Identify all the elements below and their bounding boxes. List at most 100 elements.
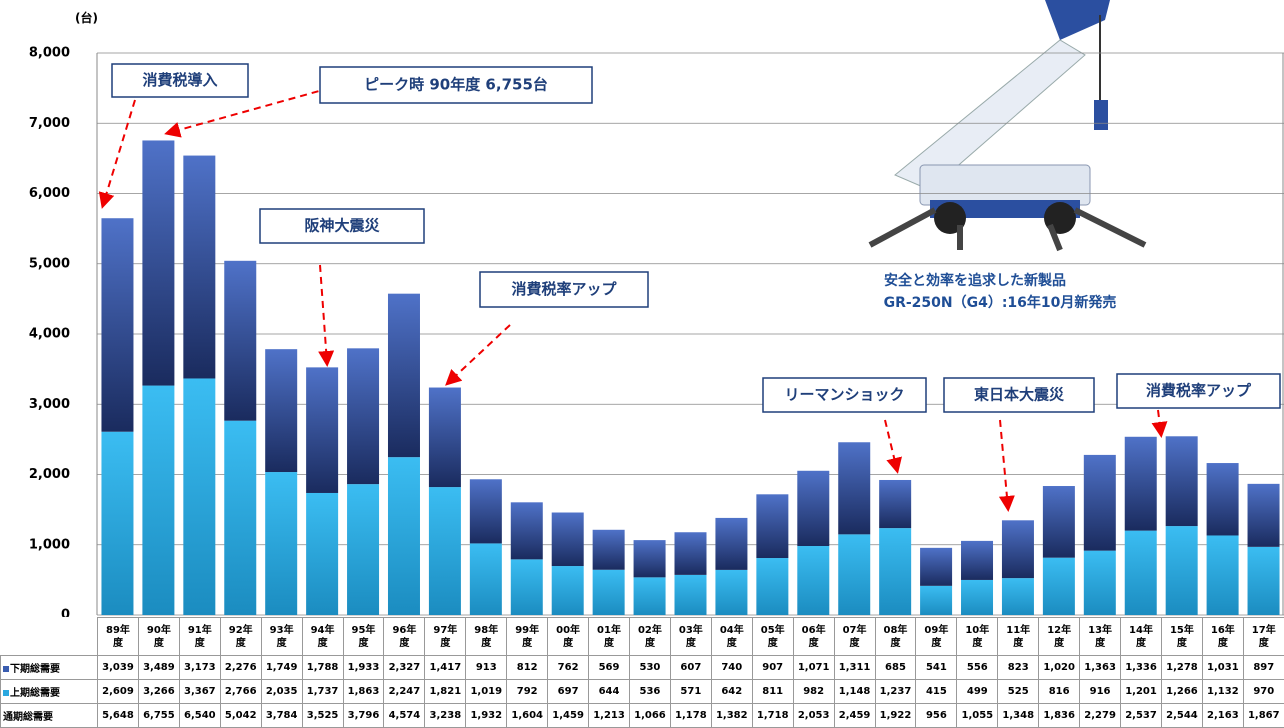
bar-segment (634, 577, 666, 615)
legend-entry: 上期総需要 (1, 680, 98, 704)
table-value: 1,031 (1202, 656, 1243, 680)
table-value: 1,132 (1202, 680, 1243, 704)
table-value: 1,237 (875, 680, 916, 704)
y-tick-label: 4,000 (29, 327, 70, 342)
legend-label: 上期総需要 (10, 688, 60, 699)
bar-segment (961, 541, 993, 580)
table-value: 1,417 (425, 656, 466, 680)
table-value: 685 (875, 656, 916, 680)
table-value: 982 (793, 680, 834, 704)
table-value: 415 (916, 680, 957, 704)
bar-segment (1125, 437, 1157, 531)
x-tick-label: 17年度 (1251, 624, 1277, 650)
table-value: 1,737 (302, 680, 343, 704)
x-tick-label: 98年度 (473, 624, 499, 650)
annotation-arrow (885, 420, 897, 470)
bar-segment (920, 586, 952, 615)
category-cell: 16年度 (1202, 618, 1243, 656)
table-value: 3,525 (302, 704, 343, 728)
table-value: 2,163 (1202, 704, 1243, 728)
table-value: 1,066 (629, 704, 670, 728)
annotation-text: 消費税導入 (142, 71, 217, 89)
table-value: 607 (670, 656, 711, 680)
chart: 安全と効率を追求した新製品 GR-250N（G4）:16年10月新発売 (台) … (0, 0, 1284, 617)
table-value: 2,544 (1161, 704, 1202, 728)
y-tick-label: 3,000 (29, 397, 70, 412)
y-unit: (台) (75, 10, 98, 25)
bar-segment (306, 493, 338, 615)
legend-label: 下期総需要 (10, 664, 60, 675)
table-value: 1,718 (752, 704, 793, 728)
table-value: 740 (711, 656, 752, 680)
bar-segment (1125, 531, 1157, 615)
table-value: 3,266 (138, 680, 179, 704)
annotation-text: 消費税率アップ (511, 280, 617, 298)
category-cell: 02年度 (629, 618, 670, 656)
bar-segment (838, 442, 870, 534)
bar-segment (879, 480, 911, 528)
table-value: 530 (629, 656, 670, 680)
annotation-arrow (1158, 410, 1161, 434)
category-cell: 98年度 (466, 618, 507, 656)
page: 安全と効率を追求した新製品 GR-250N（G4）:16年10月新発売 (台) … (0, 0, 1284, 727)
y-tick-label: 5,000 (29, 256, 70, 271)
x-tick-label: 04年度 (719, 624, 745, 650)
bar-segment (1207, 535, 1239, 615)
annotation-text: ピーク時 90年度 6,755台 (364, 76, 548, 94)
x-tick-label: 99年度 (514, 624, 540, 650)
bar-segment (142, 140, 174, 385)
table-value: 642 (711, 680, 752, 704)
table-value: 1,336 (1121, 656, 1162, 680)
table-value: 1,020 (1039, 656, 1080, 680)
x-tick-label: 03年度 (678, 624, 704, 650)
table-value: 1,382 (711, 704, 752, 728)
bar-segment (429, 388, 461, 488)
table-value: 4,574 (384, 704, 425, 728)
table-value: 1,459 (548, 704, 589, 728)
table-value: 644 (589, 680, 630, 704)
x-tick-label: 07年度 (842, 624, 868, 650)
bar-segment (1166, 436, 1198, 526)
crane-illustration (870, 0, 1145, 250)
bar-segment (265, 349, 297, 472)
table-value: 3,796 (343, 704, 384, 728)
bar-segment (879, 528, 911, 615)
category-cell: 03年度 (670, 618, 711, 656)
x-tick-label: 09年度 (923, 624, 949, 650)
caption: GR-250N（G4）:16年10月新発売 (884, 294, 1117, 311)
x-tick-label: 06年度 (801, 624, 827, 650)
table-value: 6,755 (138, 704, 179, 728)
bar-segment (1002, 520, 1034, 578)
category-cell: 95年度 (343, 618, 384, 656)
table-value: 1,749 (261, 656, 302, 680)
x-tick-label: 13年度 (1087, 624, 1113, 650)
bar-segment (593, 570, 625, 615)
category-cell: 90年度 (138, 618, 179, 656)
table-value: 3,238 (425, 704, 466, 728)
table-value: 3,489 (138, 656, 179, 680)
table-value: 1,821 (425, 680, 466, 704)
y-tick-label: 2,000 (29, 467, 70, 482)
x-tick-label: 93年度 (269, 624, 295, 650)
table-value: 6,540 (179, 704, 220, 728)
table-value: 697 (548, 680, 589, 704)
category-cell: 91年度 (179, 618, 220, 656)
bar-segment (101, 218, 133, 431)
annotation-text: リーマンショック (784, 386, 904, 404)
table-value: 762 (548, 656, 589, 680)
bar-segment (675, 575, 707, 615)
table-value: 792 (507, 680, 548, 704)
table-value: 1,788 (302, 656, 343, 680)
category-cell: 04年度 (711, 618, 752, 656)
legend-label: 通期総需要 (3, 712, 53, 723)
table-value: 3,173 (179, 656, 220, 680)
table-value: 1,213 (589, 704, 630, 728)
bar-segment (388, 457, 420, 615)
table-value: 3,367 (179, 680, 220, 704)
bar-segment (715, 570, 747, 615)
bar-segment (756, 558, 788, 615)
y-tick-label: 1,000 (29, 537, 70, 552)
table-value: 2,276 (220, 656, 261, 680)
x-tick-label: 15年度 (1169, 624, 1195, 650)
